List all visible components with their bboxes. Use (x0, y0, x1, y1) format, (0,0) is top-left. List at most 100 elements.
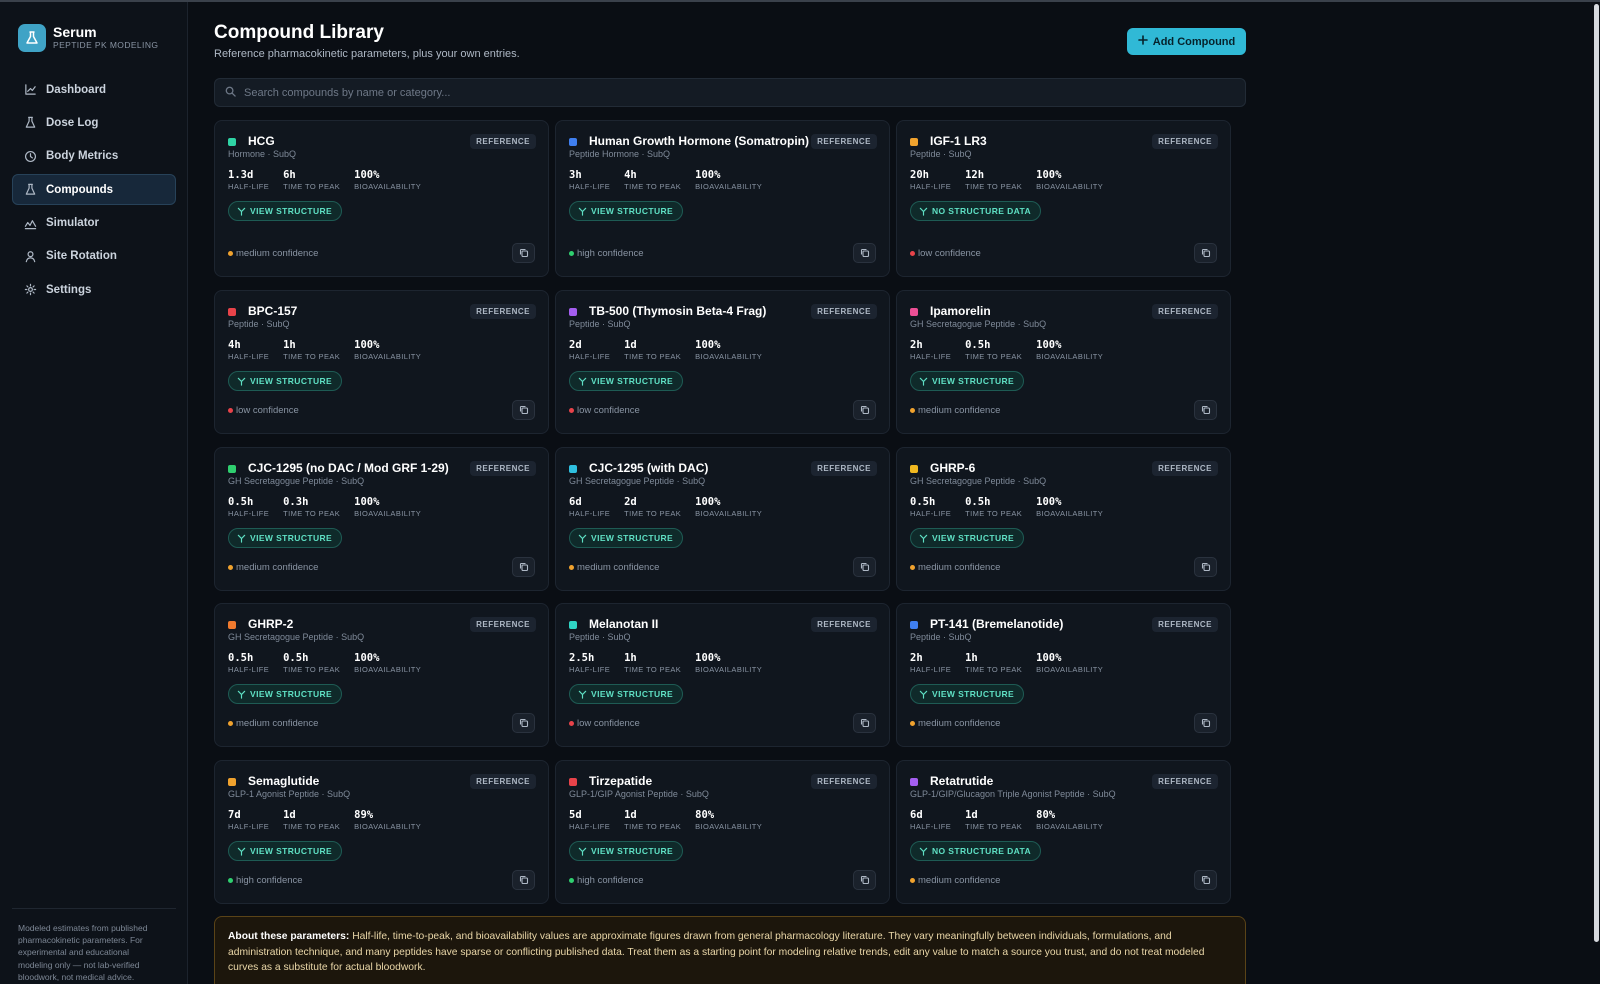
compound-category: Peptide · SubQ (569, 319, 631, 329)
duplicate-compound-button[interactable] (1194, 713, 1217, 733)
reference-badge: REFERENCE (811, 774, 877, 789)
duplicate-compound-button[interactable] (853, 713, 876, 733)
compound-card[interactable]: Retatrutide GLP-1/GIP/Glucagon Triple Ago… (896, 760, 1231, 904)
duplicate-compound-button[interactable] (1194, 243, 1217, 263)
page-scrollbar[interactable] (1592, 2, 1600, 984)
view-structure-button[interactable]: VIEW STRUCTURE (228, 841, 343, 861)
view-structure-button[interactable]: NO STRUCTURE DATA (910, 201, 1042, 221)
compound-card[interactable]: CJC-1295 (no DAC / Mod GRF 1-29) GH Secre… (214, 447, 549, 591)
view-structure-button[interactable]: VIEW STRUCTURE (910, 684, 1025, 704)
brand[interactable]: Serum PEPTIDE PK MODELING (18, 24, 158, 52)
view-structure-button[interactable]: VIEW STRUCTURE (569, 201, 684, 221)
confidence-indicator: medium confidence (228, 718, 318, 729)
view-structure-button[interactable]: VIEW STRUCTURE (910, 528, 1025, 548)
bioavailability-label: BIOAVAILABILITY (1036, 665, 1104, 674)
duplicate-compound-button[interactable] (512, 557, 535, 577)
compound-color-swatch (228, 138, 236, 146)
compound-card[interactable]: Human Growth Hormone (Somatropin) Peptide… (555, 120, 890, 277)
duplicate-compound-button[interactable] (512, 400, 535, 420)
structure-label: VIEW STRUCTURE (591, 689, 674, 699)
molecule-icon (578, 377, 587, 386)
sidebar-item-site-rotation[interactable]: Site Rotation (12, 241, 176, 272)
view-structure-button[interactable]: VIEW STRUCTURE (569, 528, 684, 548)
bioavailability-value: 100% (1036, 169, 1062, 181)
duplicate-compound-button[interactable] (512, 243, 535, 263)
confidence-indicator: high confidence (228, 875, 303, 886)
sidebar-item-dose-log[interactable]: Dose Log (12, 107, 176, 138)
parameters-notice: About these parameters: Half-life, time-… (214, 916, 1246, 984)
compound-color-swatch (569, 138, 577, 146)
confidence-label: low confidence (577, 718, 640, 729)
confidence-dot (228, 565, 233, 570)
view-structure-button[interactable]: VIEW STRUCTURE (228, 371, 343, 391)
compound-card[interactable]: CJC-1295 (with DAC) GH Secretagogue Pepti… (555, 447, 890, 591)
duplicate-compound-button[interactable] (853, 870, 876, 890)
confidence-indicator: high confidence (569, 248, 644, 259)
molecule-icon (578, 534, 587, 543)
view-structure-button[interactable]: VIEW STRUCTURE (910, 371, 1025, 391)
compound-card[interactable]: Melanotan II Peptide · SubQ REFERENCE 2.5h H… (555, 603, 890, 747)
compound-name: GHRP-2 (248, 617, 294, 631)
time-to-peak-value: 1d (283, 809, 296, 821)
duplicate-compound-button[interactable] (1194, 870, 1217, 890)
compound-card[interactable]: TB-500 (Thymosin Beta-4 Frag) Peptide · S… (555, 290, 890, 434)
compound-card[interactable]: Semaglutide GLP-1 Agonist Peptide · SubQ R… (214, 760, 549, 904)
compound-card[interactable]: PT-141 (Bremelanotide) Peptide · SubQ REFE… (896, 603, 1231, 747)
bioavailability-label: BIOAVAILABILITY (354, 822, 422, 831)
time-to-peak-value: 2d (624, 496, 637, 508)
reference-badge: REFERENCE (470, 134, 536, 149)
compound-stats: 6d HALF-LIFE 2d TIME TO PEAK 100% BIOAVAILABI… (569, 496, 877, 519)
search-bar[interactable] (214, 78, 1246, 107)
view-structure-button[interactable]: VIEW STRUCTURE (569, 841, 684, 861)
compound-card[interactable]: HCG Hormone · SubQ REFERENCE 1.3d HALF-LIFE 6… (214, 120, 549, 277)
compound-card[interactable]: Tirzepatide GLP-1/GIP Agonist Peptide · S… (555, 760, 890, 904)
duplicate-compound-button[interactable] (853, 243, 876, 263)
duplicate-compound-button[interactable] (512, 713, 535, 733)
sidebar-item-dashboard[interactable]: Dashboard (12, 74, 176, 105)
duplicate-compound-button[interactable] (853, 400, 876, 420)
confidence-label: high confidence (236, 875, 303, 886)
compound-card[interactable]: BPC-157 Peptide · SubQ REFERENCE 4h HALF-LIF… (214, 290, 549, 434)
time-to-peak-label: TIME TO PEAK (965, 182, 1023, 191)
half-life-value: 0.5h (228, 652, 254, 664)
time-to-peak-value: 1h (965, 652, 978, 664)
bioavailability-label: BIOAVAILABILITY (695, 822, 763, 831)
view-structure-button[interactable]: VIEW STRUCTURE (228, 528, 343, 548)
half-life-label: HALF-LIFE (228, 182, 270, 191)
time-to-peak-value: 1d (624, 339, 637, 351)
reference-badge: REFERENCE (1152, 461, 1218, 476)
structure-label: VIEW STRUCTURE (591, 846, 674, 856)
compound-stats: 3h HALF-LIFE 4h TIME TO PEAK 100% BIOAVAILABI… (569, 169, 877, 192)
view-structure-button[interactable]: NO STRUCTURE DATA (910, 841, 1042, 861)
duplicate-compound-button[interactable] (1194, 400, 1217, 420)
sidebar-item-compounds[interactable]: Compounds (12, 174, 176, 206)
add-compound-button[interactable]: Add Compound (1127, 28, 1246, 55)
time-to-peak-value: 1d (624, 809, 637, 821)
compound-card[interactable]: Ipamorelin GH Secretagogue Peptide · SubQ… (896, 290, 1231, 434)
compound-card[interactable]: GHRP-2 GH Secretagogue Peptide · SubQ REFE… (214, 603, 549, 747)
compound-card[interactable]: IGF-1 LR3 Peptide · SubQ REFERENCE 20h HALF-… (896, 120, 1231, 277)
view-structure-button[interactable]: VIEW STRUCTURE (569, 371, 684, 391)
view-structure-button[interactable]: VIEW STRUCTURE (569, 684, 684, 704)
sidebar-divider (12, 908, 176, 909)
search-input[interactable] (244, 86, 1224, 99)
sidebar-item-body-metrics[interactable]: Body Metrics (12, 141, 176, 172)
sidebar-item-settings[interactable]: Settings (12, 274, 176, 305)
duplicate-compound-button[interactable] (1194, 557, 1217, 577)
brand-name: Serum (53, 24, 97, 40)
duplicate-compound-button[interactable] (512, 870, 535, 890)
sidebar-item-simulator[interactable]: Simulator (12, 208, 176, 239)
structure-label: NO STRUCTURE DATA (932, 206, 1032, 216)
view-structure-button[interactable]: VIEW STRUCTURE (228, 201, 343, 221)
half-life-value: 2h (910, 652, 923, 664)
duplicate-compound-button[interactable] (853, 557, 876, 577)
time-to-peak-value: 0.5h (965, 496, 991, 508)
compound-category: Hormone · SubQ (228, 149, 297, 159)
bioavailability-label: BIOAVAILABILITY (1036, 352, 1104, 361)
time-to-peak-label: TIME TO PEAK (624, 182, 682, 191)
compound-card[interactable]: GHRP-6 GH Secretagogue Peptide · SubQ REFE… (896, 447, 1231, 591)
scrollbar-thumb[interactable] (1594, 4, 1599, 942)
view-structure-button[interactable]: VIEW STRUCTURE (228, 684, 343, 704)
half-life-label: HALF-LIFE (910, 509, 952, 518)
gear-icon (24, 284, 37, 296)
